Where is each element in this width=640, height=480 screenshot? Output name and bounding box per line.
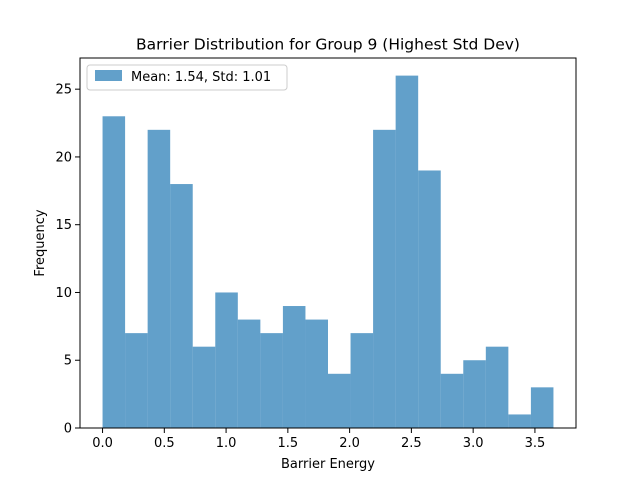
x-tick-label: 2.0 bbox=[339, 436, 360, 451]
histogram-bar bbox=[147, 129, 171, 429]
bars-group bbox=[102, 75, 554, 429]
histogram-bar bbox=[485, 346, 509, 428]
histogram-bar bbox=[508, 414, 531, 428]
histogram-bar bbox=[192, 346, 216, 428]
histogram-bar bbox=[215, 292, 238, 428]
x-tick-label: 1.5 bbox=[278, 436, 299, 451]
y-tick-label: 0 bbox=[64, 422, 72, 437]
chart-title: Barrier Distribution for Group 9 (Highes… bbox=[136, 36, 520, 54]
plot-frame bbox=[79, 57, 577, 429]
histogram-bar bbox=[237, 319, 261, 428]
y-tick-label: 25 bbox=[55, 83, 72, 98]
histogram-bar bbox=[328, 373, 351, 428]
y-axis: 0 5 10 15 20 25 bbox=[55, 83, 80, 437]
x-tick-label: 3.5 bbox=[525, 436, 546, 451]
histogram-bar bbox=[305, 319, 328, 428]
histogram-bar bbox=[282, 306, 306, 428]
histogram-bar bbox=[373, 129, 396, 429]
histogram-bar bbox=[530, 387, 554, 428]
histogram-bar bbox=[395, 75, 419, 428]
histogram-bar bbox=[350, 333, 374, 428]
y-tick-label: 15 bbox=[55, 218, 72, 233]
legend-box bbox=[86, 64, 288, 91]
x-axis-title: Barrier Energy bbox=[281, 457, 375, 472]
histogram-bar bbox=[125, 333, 148, 428]
histogram-bar bbox=[440, 373, 464, 428]
y-tick-label: 5 bbox=[64, 354, 72, 369]
x-tick-label: 0.5 bbox=[154, 436, 175, 451]
x-tick-label: 2.5 bbox=[401, 436, 422, 451]
y-tick-label: 10 bbox=[55, 286, 72, 301]
histogram-bar bbox=[170, 184, 193, 428]
x-tick-label: 0.0 bbox=[92, 436, 113, 451]
histogram-bar bbox=[260, 333, 283, 428]
legend-swatch bbox=[95, 70, 122, 81]
y-tick-label: 20 bbox=[55, 150, 72, 165]
x-tick-label: 3.0 bbox=[463, 436, 484, 451]
legend: Mean: 1.54, Std: 1.01 bbox=[86, 64, 288, 91]
histogram-bar bbox=[102, 116, 126, 429]
histogram-bar bbox=[418, 170, 441, 428]
histogram-bar bbox=[463, 360, 486, 428]
y-axis-title: Frequency bbox=[33, 209, 48, 276]
x-axis: 0.0 0.5 1.0 1.5 2.0 2.5 3.0 3.5 bbox=[92, 428, 545, 451]
x-tick-label: 1.0 bbox=[216, 436, 237, 451]
legend-label: Mean: 1.54, Std: 1.01 bbox=[131, 70, 271, 85]
